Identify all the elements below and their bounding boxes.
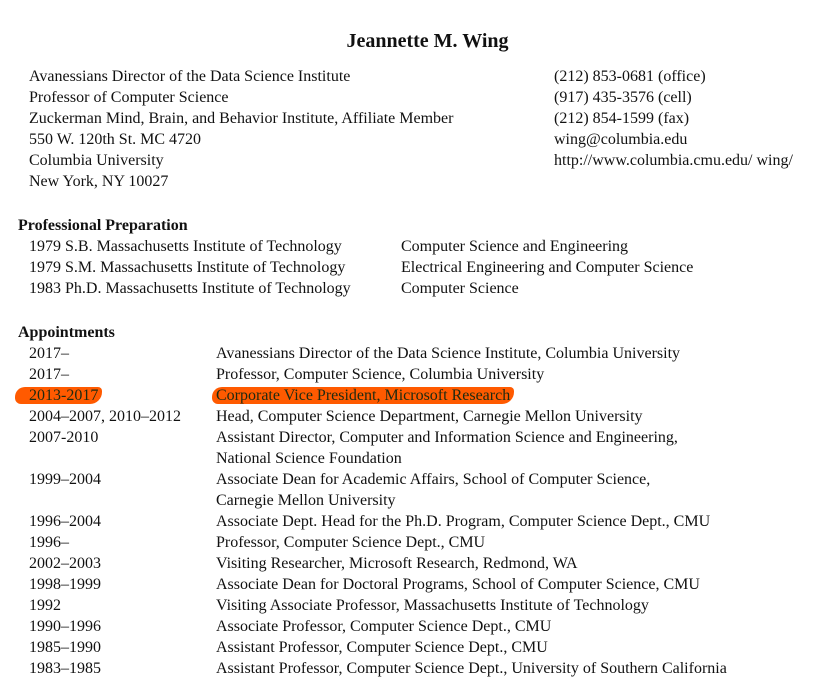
appointment-years: 1996– [29,534,69,551]
title-line: Avanessians Director of the Data Science… [216,345,681,362]
title-line: National Science Foundation [216,450,402,467]
appointment-title: Professor, Computer Science, Columbia Un… [216,364,544,385]
address-line: Columbia University [29,152,164,169]
address-line: New York, NY 10027 [29,173,169,190]
contact-block: (212) 853-0681 (office) (917) 435-3576 (… [554,66,793,171]
appointment-years: 2013-2017 [15,385,216,406]
appointment-row: 1985–1990 Assistant Professor, Computer S… [29,637,727,658]
preparation-row: 1979 S.M. Massachusetts Institute of Tec… [29,257,693,278]
title-line: Associate Professor, Computer Science De… [216,618,552,635]
appointment-years: 1999–2004 [29,471,101,488]
title-line: Assistant Professor, Computer Science De… [216,660,727,677]
appointment-years: 2017– [29,345,69,362]
appointment-title: Assistant Director, Computer and Informa… [216,427,678,469]
title-line: Associate Dean for Doctoral Programs, Sc… [216,576,700,593]
appointment-row: 2002–2003 Visiting Researcher, Microsoft … [29,553,727,574]
appointment-row-highlighted: 2013-2017 Corporate Vice President, Micro… [15,385,727,406]
appointment-row: 1998–1999 Associate Dean for Doctoral Pro… [29,574,727,595]
appointment-years: 1996–2004 [29,513,101,530]
field: Computer Science [401,280,519,297]
appointment-years: 1983–1985 [29,660,101,677]
title-line: Head, Computer Science Department, Carne… [216,408,643,425]
preparation-row: 1983 Ph.D. Massachusetts Institute of Te… [29,278,693,299]
appointment-years: 2007-2010 [29,429,99,446]
title-line: Associate Dean for Academic Affairs, Sch… [216,471,651,488]
appointment-title: Professor, Computer Science Dept., CMU [216,532,485,553]
title-line: Visiting Associate Professor, Massachuse… [216,597,649,614]
degree: 1979 S.M. Massachusetts Institute of Tec… [29,259,346,276]
appointment-years: 2017– [29,366,69,383]
appointment-row: 2004–2007, 2010–2012 Head, Computer Scien… [29,406,727,427]
section-heading-appointments: Appointments [18,324,115,341]
page-title: Jeannette M. Wing [346,30,509,52]
title-line: Visiting Researcher, Microsoft Research,… [216,555,578,572]
highlight-mark: Corporate Vice President, Microsoft Rese… [212,387,515,404]
appointment-row: 2007-2010 Assistant Director, Computer an… [29,427,727,469]
appointment-row: 2017– Avanessians Director of the Data Sc… [29,343,727,364]
address-line: Avanessians Director of the Data Science… [29,68,351,85]
appointment-title: Visiting Researcher, Microsoft Research,… [216,553,578,574]
field: Computer Science and Engineering [401,238,629,255]
appointment-title: Associate Professor, Computer Science De… [216,616,551,637]
appointment-row: 1999–2004 Associate Dean for Academic Aff… [29,469,727,511]
appointment-row: 2017– Professor, Computer Science, Columb… [29,364,727,385]
address-block: Avanessians Director of the Data Science… [29,66,453,192]
appointment-row: 1983–1985 Assistant Professor, Computer S… [29,658,727,679]
appointment-years: 1998–1999 [29,576,101,593]
appointment-row: 1996–2004 Associate Dept. Head for the Ph… [29,511,727,532]
address-line: Professor of Computer Science [29,89,229,106]
appointment-title: Visiting Associate Professor, Massachuse… [216,595,649,616]
appointment-title: Associate Dean for Doctoral Programs, Sc… [216,574,700,595]
preparation-list: 1979 S.B. Massachusetts Institute of Tec… [29,236,693,299]
appointment-title: Associate Dean for Academic Affairs, Sch… [216,469,650,511]
appointment-row: 1996– Professor, Computer Science Dept., … [29,532,727,553]
fax: (212) 854-1599 (fax) [554,110,690,127]
appointments-list: 2017– Avanessians Director of the Data Sc… [15,343,727,679]
appointment-title: Assistant Professor, Computer Science De… [216,658,727,679]
homepage-link[interactable]: http://www.columbia.cmu.edu/ wing/ [554,152,793,169]
degree: 1979 S.B. Massachusetts Institute of Tec… [29,238,342,255]
title-line: Professor, Computer Science, Columbia Un… [216,366,545,383]
appointment-title: Assistant Professor, Computer Science De… [216,637,548,658]
appointment-years: 2004–2007, 2010–2012 [29,408,181,425]
appointment-years: 1990–1996 [29,618,101,635]
appointment-years: 2002–2003 [29,555,101,572]
address-line: 550 W. 120th St. MC 4720 [29,131,202,148]
title-line: Professor, Computer Science Dept., CMU [216,534,486,551]
preparation-row: 1979 S.B. Massachusetts Institute of Tec… [29,236,693,257]
appointment-title: Avanessians Director of the Data Science… [216,343,680,364]
appointment-row: 1992 Visiting Associate Professor, Massac… [29,595,727,616]
email-link[interactable]: wing@columbia.edu [554,131,688,148]
cell-phone: (917) 435-3576 (cell) [554,89,692,106]
appointment-years: 1992 [29,597,61,614]
office-phone: (212) 853-0681 (office) [554,68,706,85]
degree: 1983 Ph.D. Massachusetts Institute of Te… [29,280,351,297]
appointment-years: 1985–1990 [29,639,101,656]
title-line: Assistant Director, Computer and Informa… [216,429,678,446]
appointment-row: 1990–1996 Associate Professor, Computer S… [29,616,727,637]
field: Electrical Engineering and Computer Scie… [401,259,694,276]
appointment-title: Corporate Vice President, Microsoft Rese… [212,385,515,406]
address-line: Zuckerman Mind, Brain, and Behavior Inst… [29,110,454,127]
section-heading-preparation: Professional Preparation [18,217,188,234]
title-line: Associate Dept. Head for the Ph.D. Progr… [216,513,711,530]
highlight-mark: 2013-2017 [15,387,103,404]
title-line: Carnegie Mellon University [216,492,396,509]
title-line: Assistant Professor, Computer Science De… [216,639,548,656]
appointment-title: Associate Dept. Head for the Ph.D. Progr… [216,511,710,532]
appointment-title: Head, Computer Science Department, Carne… [216,406,643,427]
